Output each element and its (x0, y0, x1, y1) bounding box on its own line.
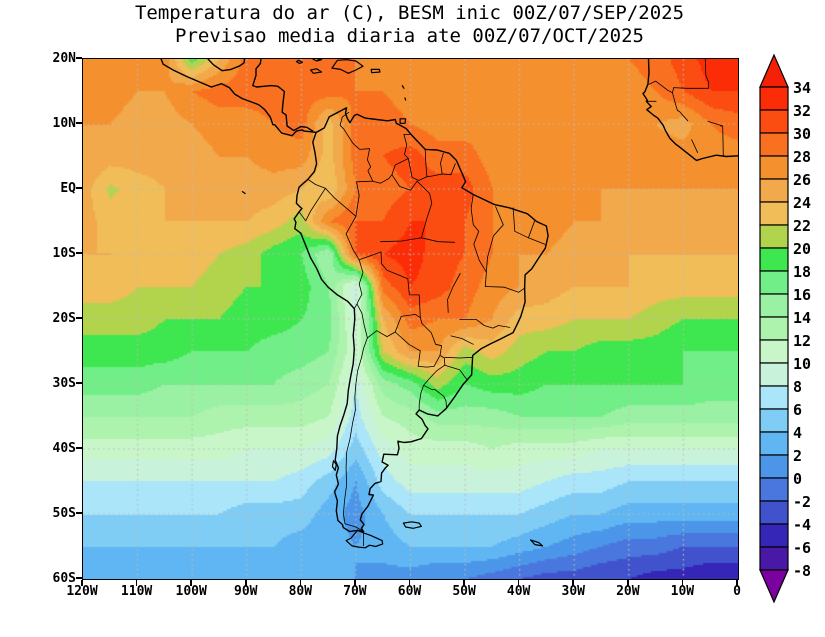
colorbar-segment (759, 201, 789, 226)
colorbar-arrow-bottom (759, 569, 789, 604)
colorbar-label: 2 (793, 447, 802, 465)
colorbar-segment (759, 132, 789, 157)
colorbar-segment (759, 477, 789, 502)
lon-tick-mark (190, 579, 192, 586)
colorbar-segment (759, 247, 789, 272)
lon-tick-label: 30W (561, 584, 585, 599)
lon-tick-mark (135, 579, 138, 586)
lat-tick-mark (76, 57, 82, 59)
lat-tick-mark (76, 512, 82, 514)
colorbar-label: 14 (793, 309, 811, 327)
colorbar-segment (759, 155, 789, 180)
lon-tick-label: 40W (506, 584, 531, 599)
colorbar-segment (759, 293, 789, 318)
lon-tick-label: 70W (343, 584, 367, 599)
lon-tick-label: 90W (234, 584, 258, 599)
lat-tick-label: 10S (52, 246, 76, 261)
lon-tick-label: 0 (733, 584, 741, 599)
colorbar-label: 26 (793, 171, 811, 189)
lon-tick-mark (354, 579, 356, 586)
lat-tick-label: 60S (52, 571, 76, 586)
colorbar-label: 18 (793, 263, 811, 281)
lon-tick-mark (244, 579, 247, 586)
lat-tick-mark (76, 317, 82, 319)
colorbar-segment (759, 454, 789, 479)
lon-tick-label: 120W (66, 584, 98, 599)
colorbar-label: 6 (793, 401, 802, 419)
lat-tick-mark (76, 447, 82, 449)
colorbar-label: 32 (793, 102, 811, 120)
temperature-field-canvas (83, 59, 738, 579)
map-plot-area (82, 58, 739, 580)
lon-tick-mark (408, 579, 411, 586)
lat-tick-label: 20N (52, 51, 76, 66)
chart-subtitle: Previsao media diaria ate 00Z/07/OCT/202… (175, 25, 644, 47)
colorbar-label: -2 (793, 493, 811, 511)
chart-title: Temperatura do ar (C), BESM inic 00Z/07/… (134, 2, 685, 24)
lon-tick-mark (463, 579, 465, 586)
lon-tick-label: 80W (288, 584, 313, 599)
colorbar-segment (759, 500, 789, 525)
colorbar-label: 24 (793, 194, 811, 212)
colorbar-segment (759, 546, 789, 571)
lon-tick-label: 60W (397, 584, 422, 599)
lat-tick-label: 10N (52, 116, 76, 131)
colorbar-segment (759, 408, 789, 433)
lat-tick-mark (76, 122, 82, 124)
lon-tick-mark (517, 579, 520, 586)
lat-tick-mark (76, 187, 82, 189)
lat-tick-label: 30S (52, 376, 76, 391)
colorbar-label: 8 (793, 378, 802, 396)
colorbar-label: 0 (793, 470, 802, 488)
colorbar-label: 28 (793, 148, 811, 166)
lon-tick-mark (736, 579, 738, 586)
lat-tick-label: 20S (52, 311, 76, 326)
lon-tick-label: 50W (452, 584, 476, 599)
lat-tick-label: 40S (52, 441, 76, 456)
colorbar-label: 34 (793, 79, 811, 97)
lon-tick-mark (627, 579, 629, 586)
colorbar-label: 22 (793, 217, 811, 235)
colorbar-segment (759, 224, 789, 249)
lon-tick-label: 20W (616, 584, 640, 599)
colorbar-label: 30 (793, 125, 811, 143)
lat-tick-mark (76, 252, 82, 254)
lon-tick-mark (681, 579, 684, 586)
colorbar-segment (759, 270, 789, 295)
colorbar-label: 10 (793, 355, 811, 373)
colorbar-label: 4 (793, 424, 802, 442)
lon-tick-mark (299, 579, 302, 586)
lon-tick-mark (81, 579, 83, 586)
lon-tick-label: 10W (670, 584, 695, 599)
colorbar-label: -8 (793, 562, 811, 580)
colorbar-segment (759, 316, 789, 341)
lon-tick-label: 110W (120, 584, 153, 599)
colorbar-segment (759, 109, 789, 134)
colorbar-segment (759, 431, 789, 456)
lat-tick-mark (76, 577, 82, 579)
colorbar-segment (759, 362, 789, 387)
colorbar-label: 16 (793, 286, 811, 304)
colorbar-label: -6 (793, 539, 811, 557)
lon-tick-label: 100W (175, 584, 207, 599)
lat-tick-mark (76, 382, 82, 384)
lat-tick-label: EQ (60, 181, 76, 196)
colorbar-label: 20 (793, 240, 811, 258)
colorbar-arrow-top (759, 53, 789, 88)
colorbar-segment (759, 339, 789, 364)
colorbar-label: -4 (793, 516, 811, 534)
colorbar-segment (759, 523, 789, 548)
colorbar-segment (759, 178, 789, 203)
colorbar-label: 12 (793, 332, 811, 350)
lat-tick-label: 50S (52, 506, 76, 521)
colorbar-segment (759, 385, 789, 410)
colorbar-segment (759, 86, 789, 111)
lon-tick-mark (572, 579, 575, 586)
